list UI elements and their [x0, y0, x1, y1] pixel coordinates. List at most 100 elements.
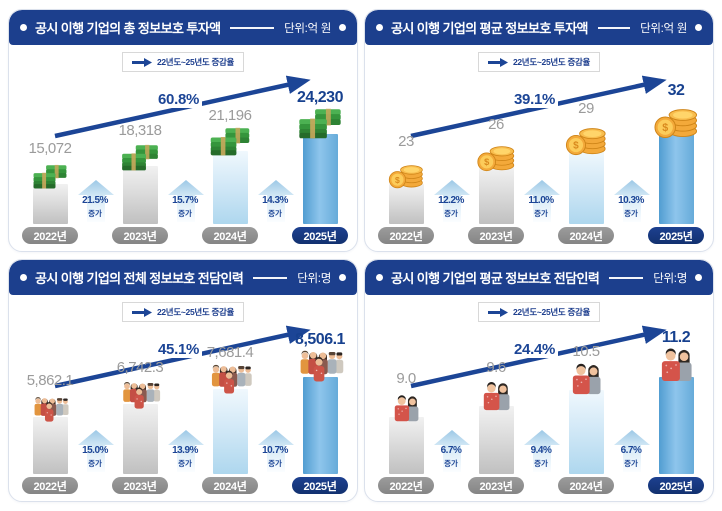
- legend: 22년도~25년도 증감율: [121, 52, 245, 72]
- up-arrow-icon: 11.0% 증가: [524, 180, 560, 222]
- legend: 22년도~25년도 증감율: [477, 302, 601, 322]
- bullet-icon: [376, 24, 383, 31]
- value-label: 32: [667, 82, 685, 99]
- bar-group: 10.5 2024년: [558, 343, 614, 494]
- trend-arrow-icon: [410, 75, 667, 139]
- unit-label: 단위:억 원: [640, 22, 687, 35]
- money-stack-icon: [32, 164, 68, 189]
- up-arrow-icon: 12.2% 증가: [434, 180, 470, 222]
- up-arrow-icon: 13.9% 증가: [168, 430, 204, 472]
- title-divider: [230, 26, 275, 29]
- growth-word-label: 증가: [178, 209, 192, 218]
- money-stack-icon: [209, 126, 251, 156]
- growth-step: 10.7% 증가: [258, 430, 294, 494]
- bar-group: 8,506.1 2025년: [292, 331, 348, 494]
- value-label: 26: [488, 116, 504, 133]
- value-label: 11.2: [661, 329, 691, 346]
- chart-panel-1: 공시 이행 기업의 총 정보보호 투자액 단위:억 원 22년도~25년도 증감…: [8, 9, 358, 252]
- bars-row: 5,862.1 2022년 15.0% 증가 6,742.3 2023년 13.9% 증가 7,…: [22, 331, 348, 494]
- bar: [568, 151, 604, 224]
- trend-arrow-icon: [54, 75, 311, 139]
- value-label: 24,230: [297, 89, 343, 106]
- people-pair-icon: [479, 381, 513, 411]
- value-label: 23: [398, 133, 414, 150]
- panel-title: 공시 이행 기업의 평균 정보보호 투자액: [391, 21, 588, 36]
- bar-chart: 24.4% 9.0 2022년 6.7% 증가 9.6 2023년 9.4% 증가 10.5 20…: [365, 322, 713, 500]
- bars-row: 9.0 2022년 6.7% 증가 9.6 2023년 9.4% 증가 10.5 2024년 6.7…: [378, 329, 704, 494]
- bar: [302, 134, 338, 224]
- overall-growth-label: 24.4%: [511, 341, 559, 358]
- bar: [122, 166, 158, 224]
- value-label: 9.0: [396, 370, 416, 387]
- growth-percent-label: 9.4%: [530, 445, 552, 456]
- growth-word-label: 증가: [444, 209, 458, 218]
- legend: 22년도~25년도 증감율: [121, 302, 245, 322]
- people-group-icon: [120, 381, 161, 409]
- growth-word-label: 증가: [268, 459, 282, 468]
- coin-stack-icon: $: [653, 100, 698, 139]
- chart-panel-2: 공시 이행 기업의 평균 정보보호 투자액 단위:억 원 22년도~25년도 증…: [364, 9, 714, 252]
- growth-step: 14.3% 증가: [258, 180, 294, 244]
- people-group-icon: [31, 396, 69, 422]
- value-label: 5,862.1: [26, 372, 74, 389]
- title-divider: [597, 26, 631, 29]
- year-pill: 2023년: [112, 227, 168, 244]
- legend: 22년도~25년도 증감율: [477, 52, 601, 72]
- year-pill: 2024년: [202, 477, 258, 494]
- bar-group: 9.0 2022년: [378, 370, 434, 494]
- panel-title: 공시 이행 기업의 평균 정보보호 전담인력: [391, 271, 600, 286]
- up-arrow-icon: 15.7% 증가: [168, 180, 204, 222]
- growth-word-label: 증가: [178, 459, 192, 468]
- bar-group: 11.2 2025년: [648, 329, 704, 494]
- year-pill: 2025년: [648, 477, 704, 494]
- bar-group: 21,196 2024년: [202, 107, 258, 244]
- growth-word-label: 증가: [624, 459, 638, 468]
- growth-percent-label: 11.0%: [528, 195, 554, 206]
- value-label: 18,318: [118, 122, 162, 139]
- growth-word-label: 증가: [444, 459, 458, 468]
- bar: [32, 417, 68, 474]
- bar: [658, 377, 694, 474]
- bars-row: 15,072 2022년 21.5% 증가 18,318 2023년 15.7% 증가 21,1…: [22, 89, 348, 244]
- bar: [122, 404, 158, 474]
- bar-chart: 60.8% 15,072 2022년 21.5% 증가 18,318 2023년 15.7%…: [9, 72, 357, 250]
- growth-step: 21.5% 증가: [78, 180, 114, 244]
- people-group-icon: [296, 349, 344, 382]
- svg-text:$: $: [484, 157, 490, 167]
- svg-text:$: $: [395, 175, 400, 185]
- unit-label: 단위:명: [297, 272, 331, 285]
- up-arrow-icon: 15.0% 증가: [78, 430, 114, 472]
- bar-group: 15,072 2022년: [22, 140, 78, 244]
- year-pill: 2024년: [558, 477, 614, 494]
- year-pill: 2024년: [202, 227, 258, 244]
- bar: [302, 377, 338, 474]
- legend-label: 22년도~25년도 증감율: [512, 307, 591, 317]
- growth-word-label: 증가: [624, 209, 638, 218]
- unit-label: 단위:억 원: [284, 22, 331, 35]
- trend-arrow-icon: [410, 325, 667, 389]
- growth-percent-label: 10.7%: [262, 445, 288, 456]
- year-pill: 2022년: [378, 477, 434, 494]
- growth-step: 15.7% 증가: [168, 180, 204, 244]
- chart-panel-4: 공시 이행 기업의 평균 정보보호 전담인력 단위:명 22년도~25년도 증감…: [364, 259, 714, 502]
- panel-header: 공시 이행 기업의 평균 정보보호 전담인력 단위:명: [365, 260, 713, 295]
- growth-word-label: 증가: [88, 459, 102, 468]
- coin-stack-icon: $: [565, 120, 607, 156]
- growth-step: 15.0% 증가: [78, 430, 114, 494]
- growth-word-label: 증가: [534, 209, 548, 218]
- arrow-right-icon: [131, 57, 152, 67]
- growth-percent-label: 15.0%: [82, 445, 108, 456]
- year-pill: 2022년: [22, 477, 78, 494]
- growth-word-label: 증가: [88, 209, 102, 218]
- bar: [568, 390, 604, 474]
- up-arrow-icon: 14.3% 증가: [258, 180, 294, 222]
- panel-title: 공시 이행 기업의 총 정보보호 투자액: [35, 21, 221, 36]
- bar-group: 29 $2024년: [558, 100, 614, 244]
- people-pair-icon: [656, 347, 695, 382]
- bar: [478, 406, 514, 474]
- legend-label: 22년도~25년도 증감율: [512, 57, 591, 67]
- arrow-right-icon: [487, 307, 508, 317]
- year-pill: 2024년: [558, 227, 614, 244]
- year-pill: 2023년: [468, 227, 524, 244]
